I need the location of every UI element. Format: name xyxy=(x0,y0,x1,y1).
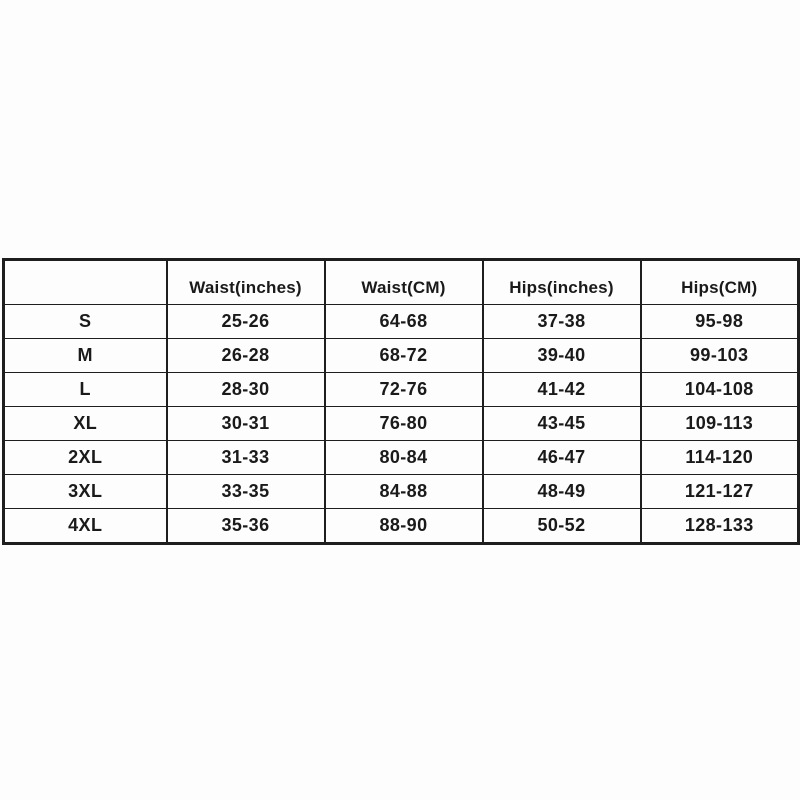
size-chart-table: Waist(inches) Waist(CM) Hips(inches) Hip… xyxy=(2,258,800,545)
table-row-4xl: 4XL 35-36 88-90 50-52 128-133 xyxy=(2,508,800,544)
value-cell: 48-49 xyxy=(481,474,642,509)
table-header: Waist(inches) Waist(CM) Hips(inches) Hip… xyxy=(2,259,800,305)
value-cell: 128-133 xyxy=(639,508,800,544)
value-cell: 50-52 xyxy=(481,508,642,544)
size-cell: 4XL xyxy=(2,508,168,544)
size-cell: 3XL xyxy=(2,474,168,509)
size-cell: XL xyxy=(2,406,168,441)
value-cell: 88-90 xyxy=(323,508,484,544)
table-row-xl: XL 30-31 76-80 43-45 109-113 xyxy=(2,406,800,441)
value-cell: 95-98 xyxy=(639,304,800,339)
size-cell: S xyxy=(2,304,168,339)
value-cell: 28-30 xyxy=(165,372,326,407)
value-cell: 121-127 xyxy=(639,474,800,509)
value-cell: 80-84 xyxy=(323,440,484,475)
size-cell: M xyxy=(2,338,168,373)
value-cell: 26-28 xyxy=(165,338,326,373)
value-cell: 41-42 xyxy=(481,372,642,407)
value-cell: 84-88 xyxy=(323,474,484,509)
header-row: Waist(inches) Waist(CM) Hips(inches) Hip… xyxy=(2,259,800,305)
value-cell: 76-80 xyxy=(323,406,484,441)
value-cell: 104-108 xyxy=(639,372,800,407)
value-cell: 46-47 xyxy=(481,440,642,475)
value-cell: 99-103 xyxy=(639,338,800,373)
value-cell: 37-38 xyxy=(481,304,642,339)
value-cell: 109-113 xyxy=(639,406,800,441)
value-cell: 68-72 xyxy=(323,338,484,373)
size-cell: 2XL xyxy=(2,440,168,475)
table-row-s: S 25-26 64-68 37-38 95-98 xyxy=(2,304,800,339)
value-cell: 64-68 xyxy=(323,304,484,339)
header-cell-waist-inches: Waist(inches) xyxy=(165,259,326,305)
table-row-3xl: 3XL 33-35 84-88 48-49 121-127 xyxy=(2,474,800,509)
header-cell-hips-cm: Hips(CM) xyxy=(639,259,800,305)
table-body: S 25-26 64-68 37-38 95-98 M 26-28 68-72 … xyxy=(2,304,800,544)
value-cell: 31-33 xyxy=(165,440,326,475)
header-cell-waist-cm: Waist(CM) xyxy=(323,259,484,305)
header-cell-size xyxy=(2,259,168,305)
value-cell: 72-76 xyxy=(323,372,484,407)
table-row-m: M 26-28 68-72 39-40 99-103 xyxy=(2,338,800,373)
header-cell-hips-inches: Hips(inches) xyxy=(481,259,642,305)
value-cell: 39-40 xyxy=(481,338,642,373)
table-row-l: L 28-30 72-76 41-42 104-108 xyxy=(2,372,800,407)
size-cell: L xyxy=(2,372,168,407)
value-cell: 30-31 xyxy=(165,406,326,441)
table-row-2xl: 2XL 31-33 80-84 46-47 114-120 xyxy=(2,440,800,475)
value-cell: 43-45 xyxy=(481,406,642,441)
value-cell: 114-120 xyxy=(639,440,800,475)
value-cell: 35-36 xyxy=(165,508,326,544)
value-cell: 33-35 xyxy=(165,474,326,509)
value-cell: 25-26 xyxy=(165,304,326,339)
